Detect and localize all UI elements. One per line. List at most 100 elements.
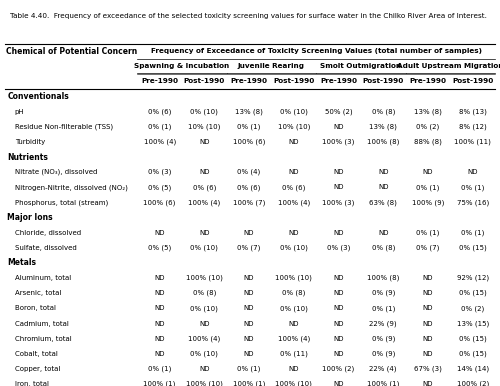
- Text: ND: ND: [334, 290, 344, 296]
- Text: Pre-1990: Pre-1990: [141, 78, 178, 85]
- Text: ND: ND: [288, 230, 299, 236]
- Text: 0% (1): 0% (1): [238, 124, 261, 130]
- Text: 0% (1): 0% (1): [238, 366, 261, 372]
- Text: Arsenic, total: Arsenic, total: [15, 290, 61, 296]
- Text: ND: ND: [154, 230, 165, 236]
- Text: ND: ND: [244, 336, 254, 342]
- Text: ND: ND: [422, 336, 433, 342]
- Text: Post-1990: Post-1990: [362, 78, 404, 85]
- Text: 50% (2): 50% (2): [324, 108, 352, 115]
- Text: pH: pH: [15, 109, 24, 115]
- Text: 0% (10): 0% (10): [280, 108, 307, 115]
- Text: ND: ND: [334, 185, 344, 190]
- Text: Adult Upstream Migration: Adult Upstream Migration: [397, 63, 500, 69]
- Text: 0% (6): 0% (6): [148, 108, 172, 115]
- Text: ND: ND: [244, 320, 254, 327]
- Text: 100% (4): 100% (4): [144, 139, 176, 145]
- Text: 0% (15): 0% (15): [459, 245, 486, 251]
- Text: 0% (5): 0% (5): [148, 245, 172, 251]
- Text: 100% (1): 100% (1): [144, 381, 176, 386]
- Text: ND: ND: [334, 320, 344, 327]
- Text: ND: ND: [422, 320, 433, 327]
- Text: ND: ND: [334, 124, 344, 130]
- Text: 0% (3): 0% (3): [327, 245, 350, 251]
- Text: Frequency of Exceedance of Toxicity Screening Values (total number of samples): Frequency of Exceedance of Toxicity Scre…: [150, 48, 481, 54]
- Text: 0% (8): 0% (8): [192, 290, 216, 296]
- Text: ND: ND: [334, 305, 344, 312]
- Text: 100% (1): 100% (1): [233, 381, 266, 386]
- Text: 0% (10): 0% (10): [280, 245, 307, 251]
- Text: 0% (1): 0% (1): [461, 184, 484, 191]
- Text: ND: ND: [334, 169, 344, 175]
- Text: 0% (1): 0% (1): [416, 184, 440, 191]
- Text: 0% (4): 0% (4): [238, 169, 260, 176]
- Text: Spawning & Incubation: Spawning & Incubation: [134, 63, 230, 69]
- Text: 100% (10): 100% (10): [276, 275, 312, 281]
- Text: ND: ND: [422, 381, 433, 386]
- Text: ND: ND: [468, 169, 478, 175]
- Text: 0% (6): 0% (6): [238, 184, 261, 191]
- Text: 100% (10): 100% (10): [186, 275, 223, 281]
- Text: 22% (4): 22% (4): [370, 366, 397, 372]
- Text: ND: ND: [334, 275, 344, 281]
- Text: Metals: Metals: [8, 259, 36, 267]
- Text: ND: ND: [154, 305, 165, 312]
- Text: 100% (6): 100% (6): [233, 139, 266, 145]
- Text: ND: ND: [199, 169, 209, 175]
- Text: 10% (10): 10% (10): [278, 124, 310, 130]
- Text: 0% (8): 0% (8): [372, 245, 395, 251]
- Text: Aluminum, total: Aluminum, total: [15, 275, 71, 281]
- Text: 0% (6): 0% (6): [282, 184, 306, 191]
- Text: 0% (5): 0% (5): [148, 184, 172, 191]
- Text: 100% (10): 100% (10): [276, 381, 312, 386]
- Text: 13% (8): 13% (8): [370, 124, 397, 130]
- Text: ND: ND: [288, 320, 299, 327]
- Text: ND: ND: [422, 290, 433, 296]
- Text: ND: ND: [199, 320, 209, 327]
- Text: 13% (15): 13% (15): [456, 320, 489, 327]
- Text: ND: ND: [199, 139, 209, 145]
- Text: ND: ND: [378, 230, 388, 236]
- Text: ND: ND: [378, 169, 388, 175]
- Text: 0% (7): 0% (7): [416, 245, 440, 251]
- Text: 0% (10): 0% (10): [190, 305, 218, 312]
- Text: 100% (2): 100% (2): [322, 366, 354, 372]
- Text: 100% (7): 100% (7): [233, 199, 266, 206]
- Text: Phosphorus, total (stream): Phosphorus, total (stream): [15, 199, 108, 206]
- Text: 100% (4): 100% (4): [278, 199, 310, 206]
- Text: 10% (10): 10% (10): [188, 124, 220, 130]
- Text: 0% (15): 0% (15): [459, 290, 486, 296]
- Text: 63% (8): 63% (8): [370, 199, 397, 206]
- Text: 0% (11): 0% (11): [280, 350, 307, 357]
- Text: ND: ND: [422, 169, 433, 175]
- Text: 0% (2): 0% (2): [416, 124, 440, 130]
- Text: ND: ND: [244, 275, 254, 281]
- Text: 100% (6): 100% (6): [144, 199, 176, 206]
- Text: ND: ND: [422, 305, 433, 312]
- Text: ND: ND: [154, 336, 165, 342]
- Text: 100% (8): 100% (8): [367, 139, 400, 145]
- Text: ND: ND: [422, 275, 433, 281]
- Text: 0% (10): 0% (10): [190, 350, 218, 357]
- Text: 0% (8): 0% (8): [282, 290, 306, 296]
- Text: 0% (10): 0% (10): [190, 108, 218, 115]
- Text: ND: ND: [334, 381, 344, 386]
- Text: 0% (1): 0% (1): [372, 305, 395, 312]
- Text: ND: ND: [154, 275, 165, 281]
- Text: Conventionals: Conventionals: [8, 92, 69, 101]
- Text: Sulfate, dissolved: Sulfate, dissolved: [15, 245, 76, 251]
- Text: Turbidity: Turbidity: [15, 139, 45, 145]
- Text: ND: ND: [244, 230, 254, 236]
- Text: Residue Non-filterable (TSS): Residue Non-filterable (TSS): [15, 124, 113, 130]
- Text: Nitrogen-Nitrite, dissolved (NO₂): Nitrogen-Nitrite, dissolved (NO₂): [15, 184, 128, 191]
- Text: 92% (12): 92% (12): [456, 275, 488, 281]
- Text: 22% (9): 22% (9): [370, 320, 397, 327]
- Text: 100% (9): 100% (9): [412, 199, 444, 206]
- Text: 13% (8): 13% (8): [235, 108, 263, 115]
- Text: 100% (4): 100% (4): [188, 335, 220, 342]
- Text: ND: ND: [244, 305, 254, 312]
- Text: 0% (1): 0% (1): [461, 229, 484, 236]
- Text: 67% (3): 67% (3): [414, 366, 442, 372]
- Text: 0% (15): 0% (15): [459, 335, 486, 342]
- Text: ND: ND: [154, 290, 165, 296]
